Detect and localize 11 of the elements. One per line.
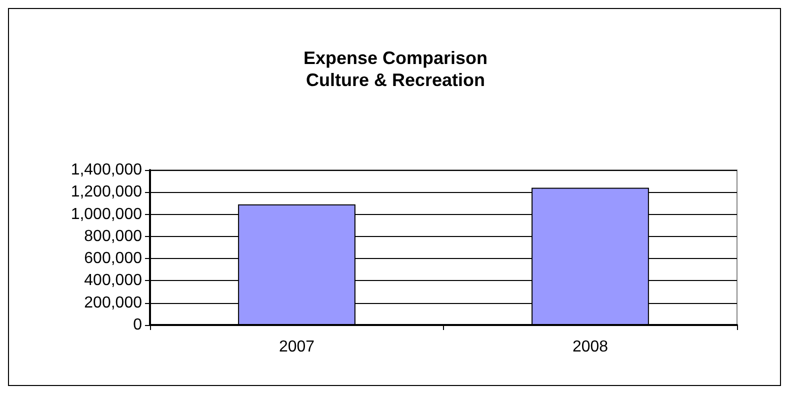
chart-title: Expense Comparison Culture & Recreation	[303, 48, 488, 90]
y-tick-label: 600,000	[84, 250, 142, 268]
x-tick-label: 2007	[278, 338, 315, 356]
y-tick-label: 1,200,000	[70, 184, 142, 201]
y-tick-label: 0	[133, 316, 142, 334]
y-tick-label: 1,400,000	[70, 162, 142, 178]
y-tick-label: 800,000	[84, 228, 142, 245]
y-tick-label: 400,000	[84, 272, 142, 290]
x-tick-label: 2008	[572, 338, 608, 356]
y-tick-label: 1,000,000	[70, 206, 142, 223]
y-tick-label: 200,000	[84, 294, 142, 312]
